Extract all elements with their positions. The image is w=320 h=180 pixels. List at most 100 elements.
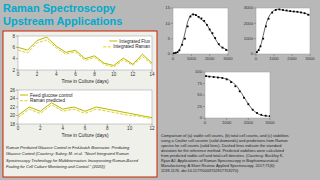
y-tick [171, 54, 173, 55]
x-tick-label: 2000 [205, 56, 215, 61]
x-axis-label: Time in Culture (days) [61, 79, 108, 84]
x-tick-label: 2 [36, 72, 39, 77]
x-tick-label: 8 [93, 72, 96, 77]
legend-label: Integrated Flux [119, 39, 150, 44]
scatter-point [212, 32, 214, 34]
y-tick-label: 1000 [244, 36, 254, 41]
y-tick-label: 75 [197, 81, 202, 86]
scatter-point [217, 77, 219, 79]
scatter-point [198, 16, 200, 18]
scatter-point [195, 14, 197, 16]
scatter-point [222, 47, 224, 49]
plot-marks [256, 8, 310, 53]
legend-swatch [20, 95, 28, 96]
scatter-point [265, 26, 267, 28]
y-tick [16, 107, 18, 108]
legend-swatch [20, 100, 28, 101]
plot-marks [173, 14, 228, 54]
x-tick-label: 3000 [305, 56, 315, 61]
scatter-point [226, 78, 228, 80]
x-tick-label: 4 [55, 72, 58, 77]
y-tick [171, 38, 173, 39]
y-tick [16, 58, 18, 59]
scatter-point [208, 76, 210, 78]
scatter-point [279, 8, 281, 10]
x-tick-label: 2000 [287, 56, 297, 61]
x-tick-label: 2 [39, 126, 42, 131]
slide-background [0, 0, 320, 180]
y-tick-label: 0 [200, 115, 203, 120]
x-tick-label: 6 [74, 72, 77, 77]
x-tick-label: 8 [106, 126, 109, 131]
plot-marks [18, 37, 152, 67]
subtitle: Upstream Applications [3, 15, 122, 27]
scatter-point [265, 115, 267, 117]
chart: 01000200030000255075100 [195, 69, 275, 125]
y-tick-label: 0 [251, 51, 254, 56]
x-tick-label: 2000 [244, 120, 254, 125]
x-tick-label: 4 [61, 126, 64, 131]
y-tick-label: 6 [12, 45, 15, 50]
y-tick-label: 5 [168, 36, 171, 41]
scatter-point [243, 97, 245, 99]
y-tick [254, 8, 256, 9]
scatter-point [307, 14, 309, 16]
scatter-point [275, 9, 277, 11]
x-tick-label: 0 [204, 120, 207, 125]
x-tick-label: 0 [17, 126, 20, 131]
y-tick [203, 95, 205, 96]
scatter-point [175, 52, 177, 54]
y-tick [16, 90, 18, 91]
scatter-point [271, 12, 273, 14]
x-tick-label: 0 [172, 56, 175, 61]
legend-label: Integrated Raman [113, 44, 150, 49]
plot-marks [18, 103, 152, 119]
y-tick [171, 8, 173, 9]
scatter-point [225, 49, 227, 51]
scatter-point [179, 49, 181, 51]
legend-label: Raman predicted [30, 98, 65, 103]
scatter-point [239, 90, 241, 92]
legend-entry: Raman predicted [20, 98, 65, 103]
x-tick-label: 1000 [269, 56, 279, 61]
y-tick-label: 25 [197, 104, 202, 109]
y-tick [203, 118, 205, 119]
y-tick-label: 3000 [244, 5, 254, 10]
scatter-point [206, 24, 208, 26]
legend-entry: Feed glucose control [20, 93, 73, 98]
x-tick-label: 12 [149, 126, 155, 131]
scatter-point [205, 75, 207, 77]
y-tick [16, 124, 18, 125]
x-tick-label: 14 [149, 72, 155, 77]
caption-line: Spectroscopy Technology for Multibioreac… [6, 158, 139, 163]
x-axis-label: Time in Culture (days) [61, 133, 108, 138]
scatter-point [192, 14, 194, 16]
scatter-point [258, 49, 260, 51]
x-tick-label: 0 [255, 56, 258, 61]
legend-swatch [109, 41, 117, 42]
chart: 0 1000 2000 3000 0 1000 2000 3000 [244, 5, 316, 61]
scatter-point [260, 45, 262, 47]
line-series [18, 37, 152, 65]
line-series [18, 105, 152, 119]
y-tick-label: 2000 [244, 21, 254, 26]
y-tick-label: 24 [10, 96, 16, 101]
y-tick-label: 18 [10, 122, 16, 127]
x-tick-label: 0 [17, 72, 20, 77]
left-box [3, 31, 157, 177]
chart: 024681012142468Time in Culture (days)Int… [12, 34, 155, 84]
y-tick [254, 23, 256, 24]
scatter-point [187, 26, 189, 28]
y-tick-label: 4 [12, 56, 15, 61]
caption-line: 1139-1176. doi:10.1177/0003702817703270) [161, 168, 239, 173]
caption-line: Glucose Control (Courtesy: Sabey, M. et … [6, 151, 130, 156]
caption-line: Raman Predicted Glucose Control in Fed-b… [6, 145, 130, 150]
legend-entry: Integrated Flux [109, 39, 150, 44]
scatter-point [203, 20, 205, 22]
line-series [173, 14, 228, 53]
scatter-point [297, 11, 299, 13]
plot-marks [205, 75, 270, 117]
caption: Comparison of (a) viable cell counts, (b… [161, 133, 289, 173]
scatter-point [209, 29, 211, 31]
scatter-point [268, 18, 270, 20]
